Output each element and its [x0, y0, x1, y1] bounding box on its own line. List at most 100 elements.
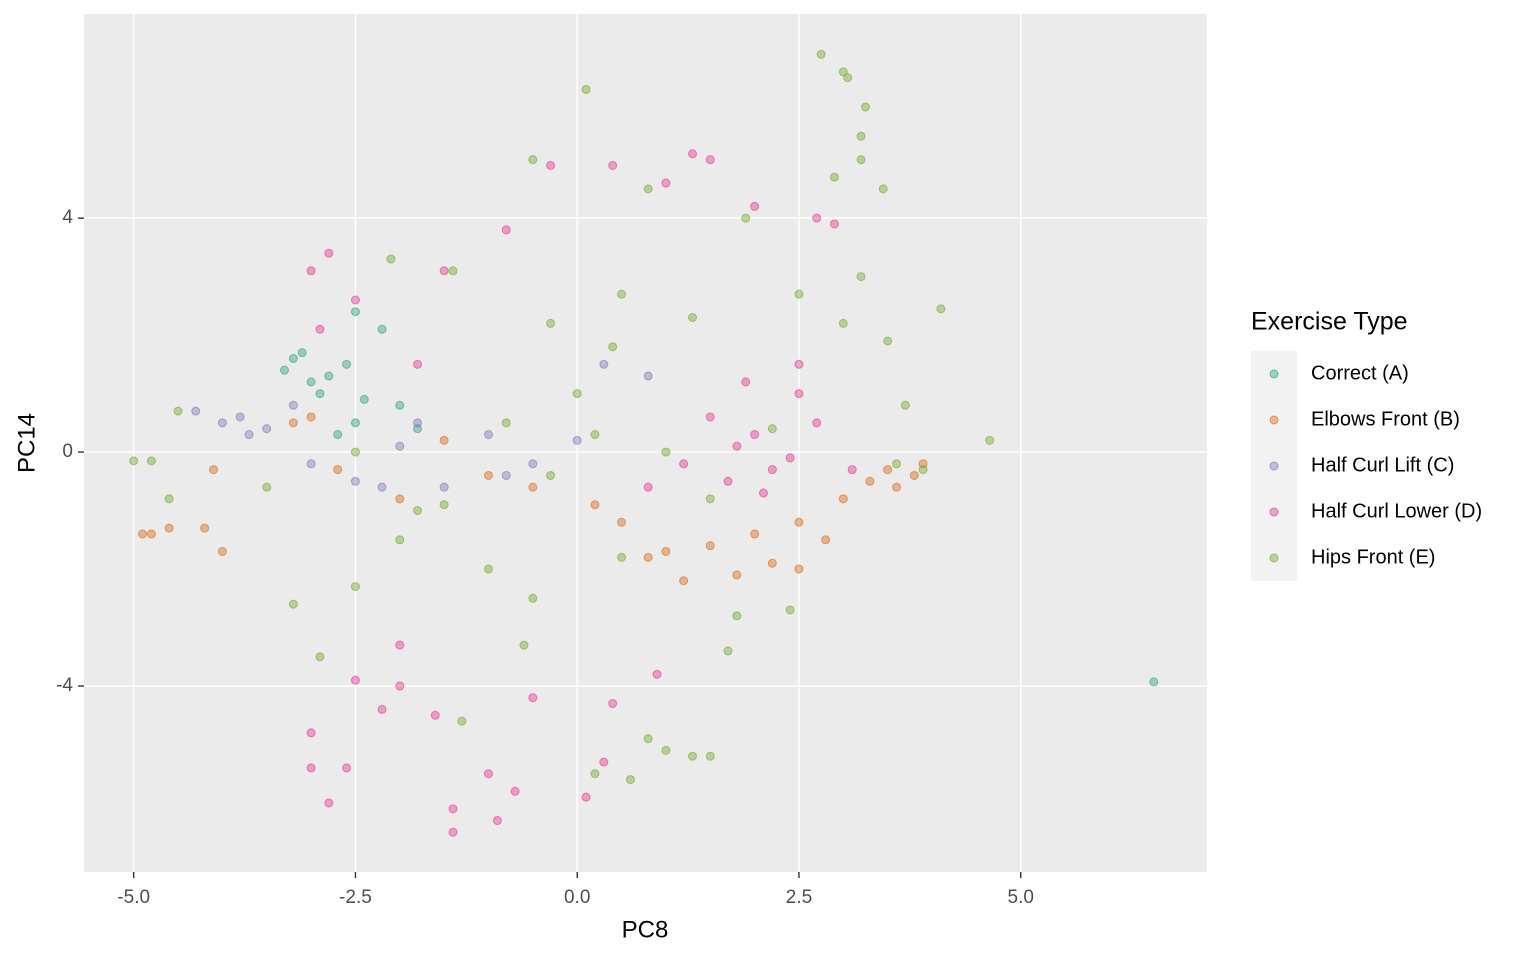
point — [306, 763, 316, 773]
point — [510, 786, 520, 796]
point — [350, 476, 360, 486]
point — [829, 172, 839, 182]
point — [860, 102, 870, 112]
point — [608, 160, 618, 170]
point — [413, 506, 423, 516]
point — [767, 424, 777, 434]
point — [1149, 677, 1159, 687]
legend-key — [1269, 553, 1279, 563]
point — [528, 155, 538, 165]
point — [767, 465, 777, 475]
point — [448, 266, 458, 276]
point — [315, 324, 325, 334]
point — [856, 272, 866, 282]
point — [767, 558, 777, 568]
y-axis-title: PC14 — [13, 413, 40, 473]
y-tick-label: 4 — [62, 207, 73, 228]
y-tick-label: -4 — [56, 675, 73, 696]
point — [483, 430, 493, 440]
point — [528, 482, 538, 492]
point — [146, 456, 156, 466]
point — [217, 546, 227, 556]
point — [608, 699, 618, 709]
point — [528, 593, 538, 603]
point — [138, 529, 148, 539]
point — [306, 459, 316, 469]
point — [856, 155, 866, 165]
point — [324, 248, 334, 258]
point — [200, 523, 210, 533]
point — [217, 418, 227, 428]
point — [262, 482, 272, 492]
point — [794, 517, 804, 527]
point — [191, 406, 201, 416]
legend-key — [1269, 415, 1279, 425]
point — [501, 225, 511, 235]
point — [705, 751, 715, 761]
point — [829, 219, 839, 229]
point — [856, 131, 866, 141]
point — [439, 435, 449, 445]
point — [838, 494, 848, 504]
point — [705, 155, 715, 165]
point — [448, 804, 458, 814]
point — [643, 734, 653, 744]
point — [306, 266, 316, 276]
legend-label: Correct (A) — [1311, 362, 1409, 384]
y-tick-label: 0 — [62, 441, 73, 462]
point — [173, 406, 183, 416]
point — [546, 470, 556, 480]
point — [821, 535, 831, 545]
point — [483, 564, 493, 574]
point — [430, 710, 440, 720]
point — [794, 289, 804, 299]
point — [843, 73, 853, 83]
point — [209, 465, 219, 475]
legend-label: Half Curl Lift (C) — [1311, 454, 1454, 476]
point — [794, 389, 804, 399]
point — [501, 418, 511, 428]
point — [581, 792, 591, 802]
point — [892, 459, 902, 469]
point — [244, 430, 254, 440]
point — [377, 482, 387, 492]
point — [315, 652, 325, 662]
point — [688, 751, 698, 761]
point — [395, 640, 405, 650]
point — [350, 447, 360, 457]
point — [785, 453, 795, 463]
point — [625, 775, 635, 785]
point — [413, 359, 423, 369]
point — [439, 482, 449, 492]
point — [448, 827, 458, 837]
point — [900, 400, 910, 410]
point — [395, 400, 405, 410]
point — [608, 342, 618, 352]
point — [342, 763, 352, 773]
point — [413, 418, 423, 428]
point — [599, 359, 609, 369]
point — [643, 552, 653, 562]
point — [838, 67, 848, 77]
point — [350, 418, 360, 428]
point — [129, 456, 139, 466]
point — [723, 476, 733, 486]
point — [688, 313, 698, 323]
point — [883, 465, 893, 475]
point — [288, 599, 298, 609]
point — [918, 465, 928, 475]
point — [732, 611, 742, 621]
point — [661, 546, 671, 556]
point — [279, 365, 289, 375]
legend-title: Exercise Type — [1251, 308, 1408, 336]
point — [750, 529, 760, 539]
point — [324, 798, 334, 808]
point — [528, 693, 538, 703]
point — [359, 394, 369, 404]
point — [750, 201, 760, 211]
point — [306, 412, 316, 422]
legend-key — [1269, 461, 1279, 471]
point — [590, 430, 600, 440]
point — [333, 465, 343, 475]
